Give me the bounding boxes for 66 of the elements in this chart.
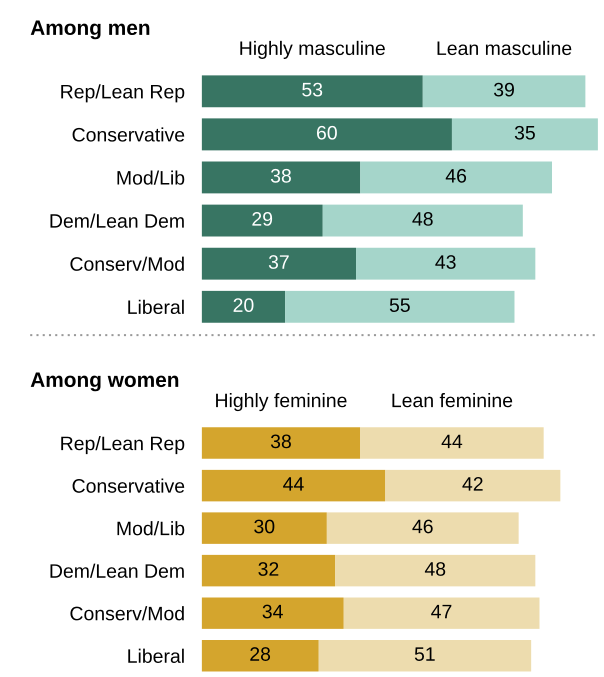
data-label: 35 [514,126,535,140]
data-label: 32 [258,562,278,576]
series-label: Lean feminine [392,393,512,408]
data-label: 44 [283,477,304,491]
y-tick-label: Liberal [128,300,184,314]
bar [285,290,514,323]
data-label: 29 [252,212,272,226]
y-tick-label: Conserv/Mod [70,606,184,620]
bar [202,118,452,150]
bar [202,597,344,629]
data-label: 37 [268,255,289,269]
data-label: 48 [412,212,433,226]
y-tick-label: Conserv/Mod [70,256,184,271]
data-label: 28 [250,647,270,661]
data-label: 44 [442,434,462,448]
bar [202,290,286,323]
chart-title: Among men [30,20,150,40]
data-label: 53 [302,82,322,96]
data-label: 51 [414,647,435,661]
bar [202,427,360,459]
y-tick-label: Rep/Lean Rep [61,436,184,454]
bar [202,470,386,502]
bar [360,427,544,459]
data-label: 38 [270,168,291,183]
data-label: 43 [435,255,456,269]
y-tick-label: Mod/Lib [117,170,184,185]
bar [360,162,552,194]
bar [322,204,523,237]
y-tick-label: Conservative [72,478,184,493]
bar [452,118,598,150]
bar [202,554,336,586]
series-label: Highly feminine [216,393,347,412]
y-tick-label: Conservative [72,127,184,142]
y-tick-label: Dem/Lean Dem [50,214,184,228]
bar [202,512,327,544]
bar [422,75,586,108]
bar [202,162,360,194]
data-label: 34 [262,604,283,618]
series-label: Lean masculine [438,40,572,56]
bar [202,204,323,237]
data-label: 55 [390,298,410,312]
bar [202,75,423,108]
bar [385,470,560,502]
bar [202,248,356,280]
y-tick-label: Rep/Lean Rep [61,84,184,102]
y-tick-label: Mod/Lib [117,521,184,536]
bar [318,640,532,672]
y-tick-label: Dem/Lean Dem [50,564,184,578]
series-label: Highly masculine [240,40,385,59]
data-label: 47 [431,604,452,618]
chart-title: Among women [30,372,178,392]
data-label: 48 [424,562,446,576]
data-label: 20 [234,298,254,312]
data-label: 30 [254,520,274,534]
y-tick-label: Liberal [128,648,184,663]
data-label: 42 [462,477,483,491]
bar [335,554,536,586]
data-label: 60 [317,126,337,140]
data-label: 39 [494,82,514,96]
data-label: 38 [270,434,291,448]
bar [326,512,519,544]
data-label: 46 [446,168,466,183]
data-label: 46 [412,520,433,534]
bar [344,597,540,629]
bar [356,248,536,280]
bar [202,640,318,672]
